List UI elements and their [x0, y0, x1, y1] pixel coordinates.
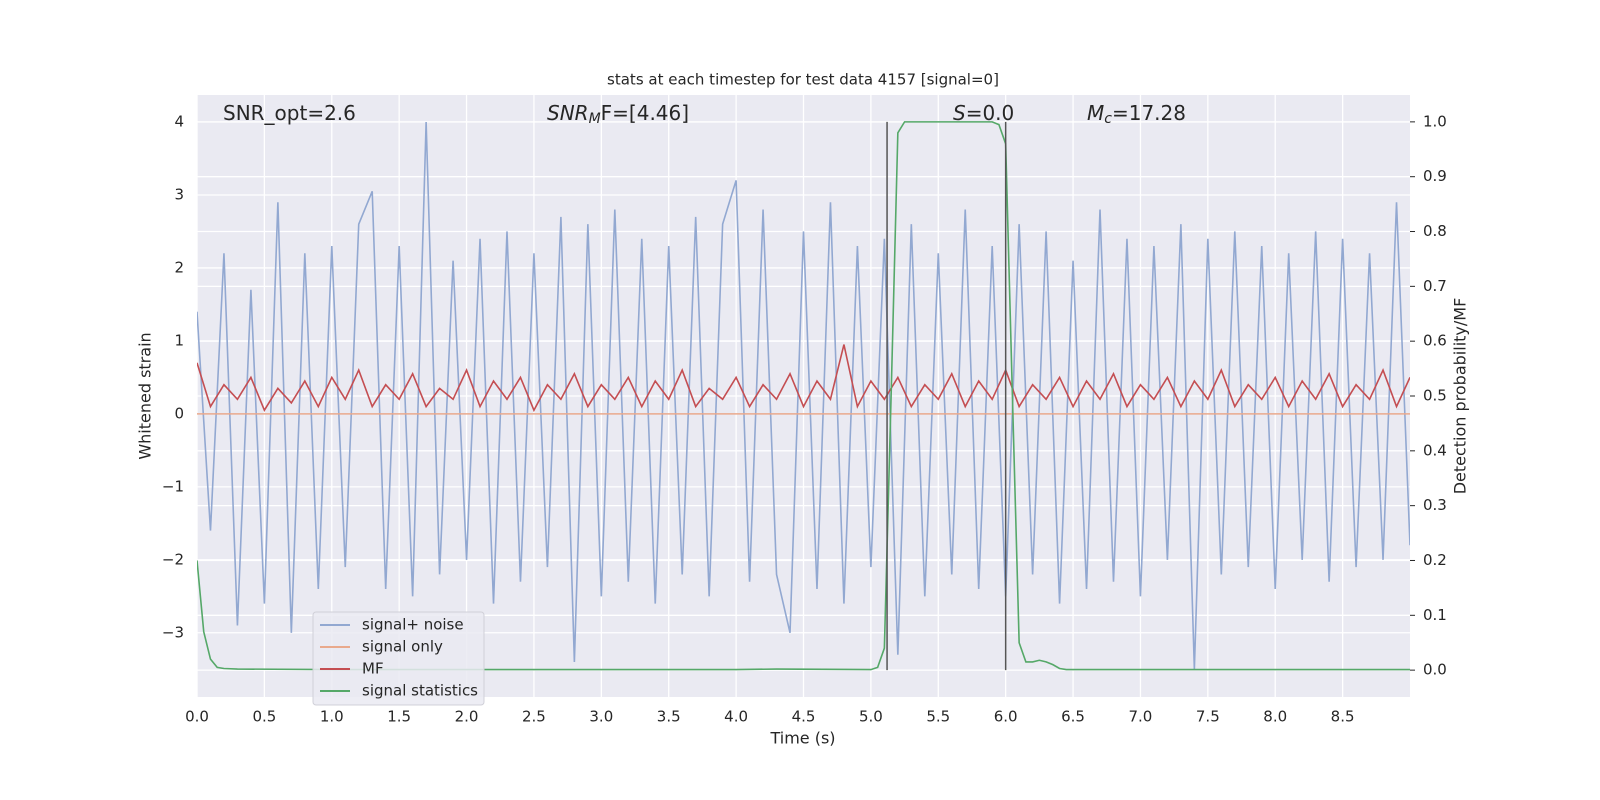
annotation-part: S	[953, 101, 966, 125]
series-line	[197, 121, 1410, 671]
y2-tick-label: 0.5	[1423, 387, 1447, 405]
x-tick-label: 8.0	[1263, 708, 1287, 726]
x-axis-label: Time (s)	[769, 729, 835, 748]
x-tick-label: 8.5	[1331, 708, 1355, 726]
annotation: S=0.0	[953, 101, 1014, 125]
x-tick-label: 0.0	[185, 708, 209, 726]
x-tick-label: 3.5	[657, 708, 681, 726]
x-tick-label: 1.0	[320, 708, 344, 726]
x-tick-label: 1.5	[387, 708, 411, 726]
series-line	[197, 344, 1410, 413]
y2-tick-label: 0.6	[1423, 332, 1447, 350]
annotation-part: c	[1104, 111, 1112, 127]
annotation: SNR_opt=2.6	[223, 101, 356, 125]
x-tick-label: 5.0	[859, 708, 883, 726]
annotation-part: SNR_opt=2.6	[223, 101, 356, 125]
y-axis-label: Whitened strain	[136, 332, 155, 459]
y-tick-label: 3	[174, 185, 184, 203]
x-tick-label: 4.5	[792, 708, 816, 726]
y2-tick-label: 0.2	[1423, 551, 1447, 569]
x-tick-label: 4.0	[724, 708, 748, 726]
y2-tick-label: 1.0	[1423, 112, 1447, 130]
annotation-part: =17.28	[1112, 101, 1186, 125]
annotation-part: F=[4.46]	[601, 101, 689, 125]
x-tick-label: 0.5	[252, 708, 276, 726]
y2-axis-label: Detection probability/MF	[1451, 298, 1470, 495]
y2-tick-label: 0.7	[1423, 277, 1447, 295]
y-tick-label: 1	[174, 331, 184, 349]
y-tick-label: 2	[174, 258, 184, 276]
y-tick-label: −2	[162, 550, 184, 568]
y-tick-label: −1	[162, 477, 184, 495]
y2-tick-label: 0.0	[1423, 661, 1447, 679]
y2-tick-label: 0.8	[1423, 222, 1447, 240]
annotation-part: M	[1087, 101, 1104, 125]
legend-box	[312, 611, 485, 706]
x-tick-label: 7.5	[1196, 708, 1220, 726]
x-tick-label: 5.5	[926, 708, 950, 726]
series-line	[197, 121, 1410, 670]
legend-label: MF	[362, 660, 384, 678]
x-tick-label: 2.0	[455, 708, 479, 726]
y2-tick-label: 0.3	[1423, 496, 1447, 514]
x-tick-label: 6.0	[994, 708, 1018, 726]
annotation: SNRMF=[4.46]	[547, 101, 689, 128]
y-tick-label: −3	[162, 623, 184, 641]
chart-title: stats at each timestep for test data 415…	[607, 71, 999, 89]
x-tick-label: 6.5	[1061, 708, 1085, 726]
y-tick-label: 4	[174, 112, 184, 130]
y2-tick-label: 0.4	[1423, 441, 1447, 459]
x-tick-label: 3.0	[589, 708, 613, 726]
annotation-part: M	[589, 111, 601, 127]
y-tick-label: 0	[174, 404, 184, 422]
annotation-part: SNR	[547, 101, 589, 125]
legend-label: signal only	[362, 638, 443, 656]
legend-label: signal+ noise	[362, 616, 464, 634]
legend-label: signal statistics	[362, 682, 478, 700]
x-tick-label: 7.0	[1129, 708, 1153, 726]
x-tick-label: 2.5	[522, 708, 546, 726]
annotation: Mc=17.28	[1087, 101, 1186, 128]
y2-tick-label: 0.9	[1423, 167, 1447, 185]
annotation-part: =0.0	[966, 101, 1015, 125]
y2-tick-label: 0.1	[1423, 606, 1447, 624]
